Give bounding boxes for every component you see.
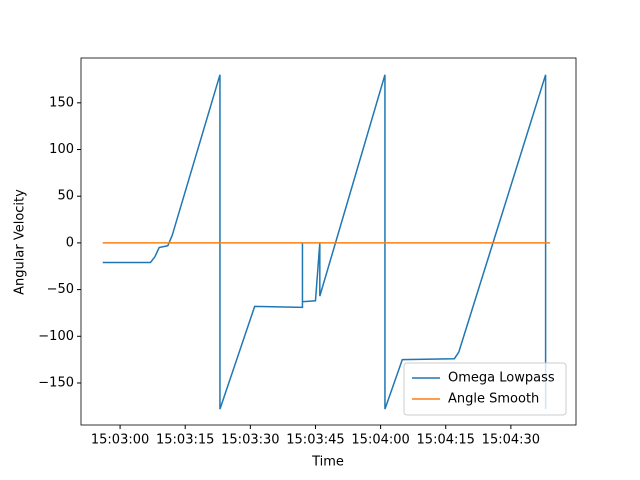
legend: Omega Lowpass Angle Smooth xyxy=(403,362,567,416)
x-tick-label: 15:04:00 xyxy=(351,433,409,448)
y-tick-label: 0 xyxy=(66,235,74,250)
line xyxy=(102,74,547,410)
x-tick-label: 15:03:15 xyxy=(156,433,214,448)
y-tick-label: −100 xyxy=(38,329,74,344)
x-tick-label: 15:03:45 xyxy=(286,433,344,448)
y-tick-label: 150 xyxy=(49,95,74,110)
x-tick-label: 15:04:30 xyxy=(482,433,540,448)
y-tick-label: −150 xyxy=(38,375,74,390)
x-tick-label: 15:03:00 xyxy=(91,433,149,448)
axes-frame xyxy=(80,57,577,426)
y-axis-label: Angular Velocity xyxy=(13,189,28,295)
y-tick-label: 100 xyxy=(49,142,74,157)
y-tick-label: −50 xyxy=(47,282,74,297)
x-axis-label: Time xyxy=(311,455,344,470)
legend-box xyxy=(403,362,567,416)
x-tick-label: 15:04:15 xyxy=(417,433,475,448)
y-tick-label: 50 xyxy=(57,189,74,204)
legend-label: Angle Smooth xyxy=(448,392,539,407)
legend-label: Omega Lowpass xyxy=(448,371,555,386)
x-tick-label: 15:03:30 xyxy=(221,433,279,448)
